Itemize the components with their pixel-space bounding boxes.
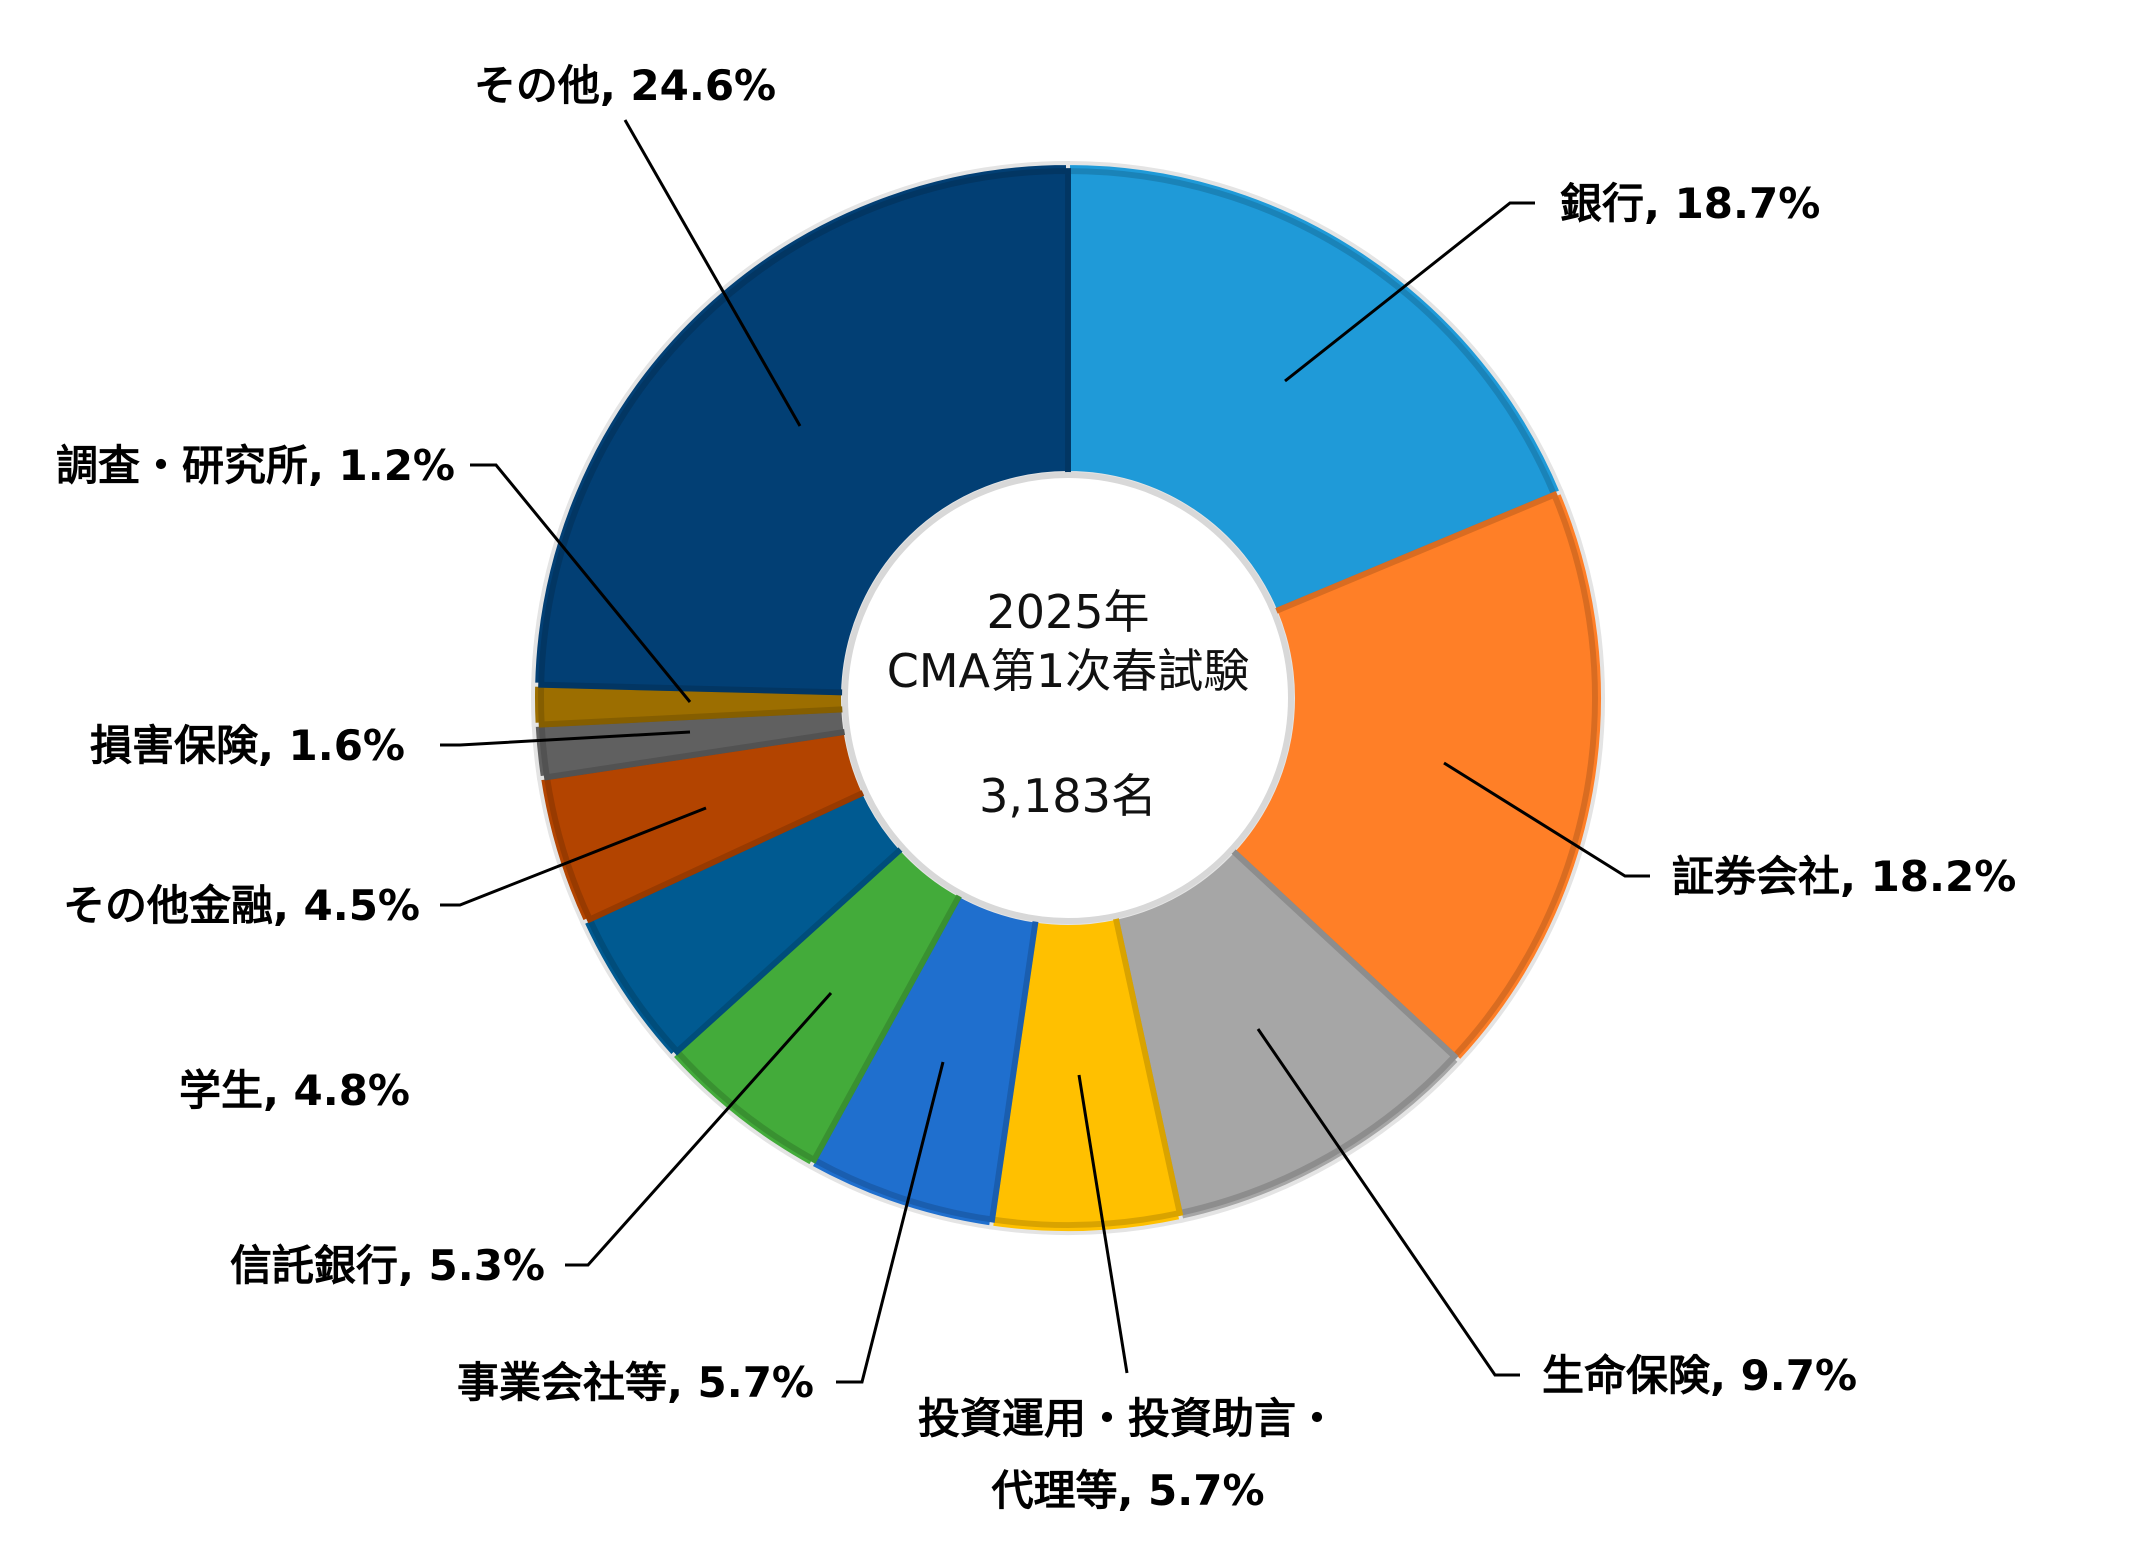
slice-label-4-line-1: 投資運用・投資助言・ bbox=[918, 1394, 1338, 1443]
labels-group: 銀行, 18.7% 証券会社, 18.2% 生命保険, 9.7% 投資運用・投資助言・… bbox=[56, 61, 2016, 1515]
leader-line-8 bbox=[440, 806, 707, 907]
slices-group bbox=[531, 160, 1605, 1235]
leader-line-5 bbox=[836, 1061, 945, 1384]
leader-line-4 bbox=[1077, 1074, 1129, 1374]
slice-label-4-line-2: 代理等, 5.7% bbox=[990, 1466, 1264, 1515]
slice-label-11: その他, 24.6% bbox=[474, 61, 776, 110]
slice-label-8: その他金融, 4.5% bbox=[63, 881, 420, 930]
center-label: 2025年 CMA第1次春試験 3,183名 bbox=[887, 585, 1250, 823]
leader-line-9 bbox=[440, 730, 691, 747]
slice-label-10: 調査・研究所, 1.2% bbox=[56, 441, 455, 490]
leader-lines-group bbox=[440, 119, 1650, 1384]
slice-label-1: 銀行, 18.7% bbox=[1560, 179, 1820, 228]
leader-line-6 bbox=[565, 992, 833, 1267]
slice-label-6: 信託銀行, 5.3% bbox=[230, 1241, 545, 1290]
slice-label-3: 生命保険, 9.7% bbox=[1542, 1351, 1857, 1400]
center-year: 2025年 bbox=[986, 585, 1149, 639]
center-total: 3,183名 bbox=[979, 769, 1157, 823]
slice-label-7: 学生, 4.8% bbox=[179, 1066, 410, 1115]
slice-label-5: 事業会社等, 5.7% bbox=[457, 1358, 814, 1407]
leader-line-11 bbox=[623, 119, 802, 427]
center-exam-name: CMA第1次春試験 bbox=[887, 644, 1250, 698]
slice-label-2: 証券会社, 18.2% bbox=[1672, 852, 2016, 901]
slice-label-9: 損害保険, 1.6% bbox=[90, 721, 405, 770]
leader-line-2 bbox=[1443, 761, 1650, 878]
donut-hole bbox=[842, 472, 1294, 924]
leader-line-1 bbox=[1284, 201, 1535, 383]
leader-line-10 bbox=[470, 463, 692, 703]
leader-line-3 bbox=[1256, 1028, 1520, 1377]
